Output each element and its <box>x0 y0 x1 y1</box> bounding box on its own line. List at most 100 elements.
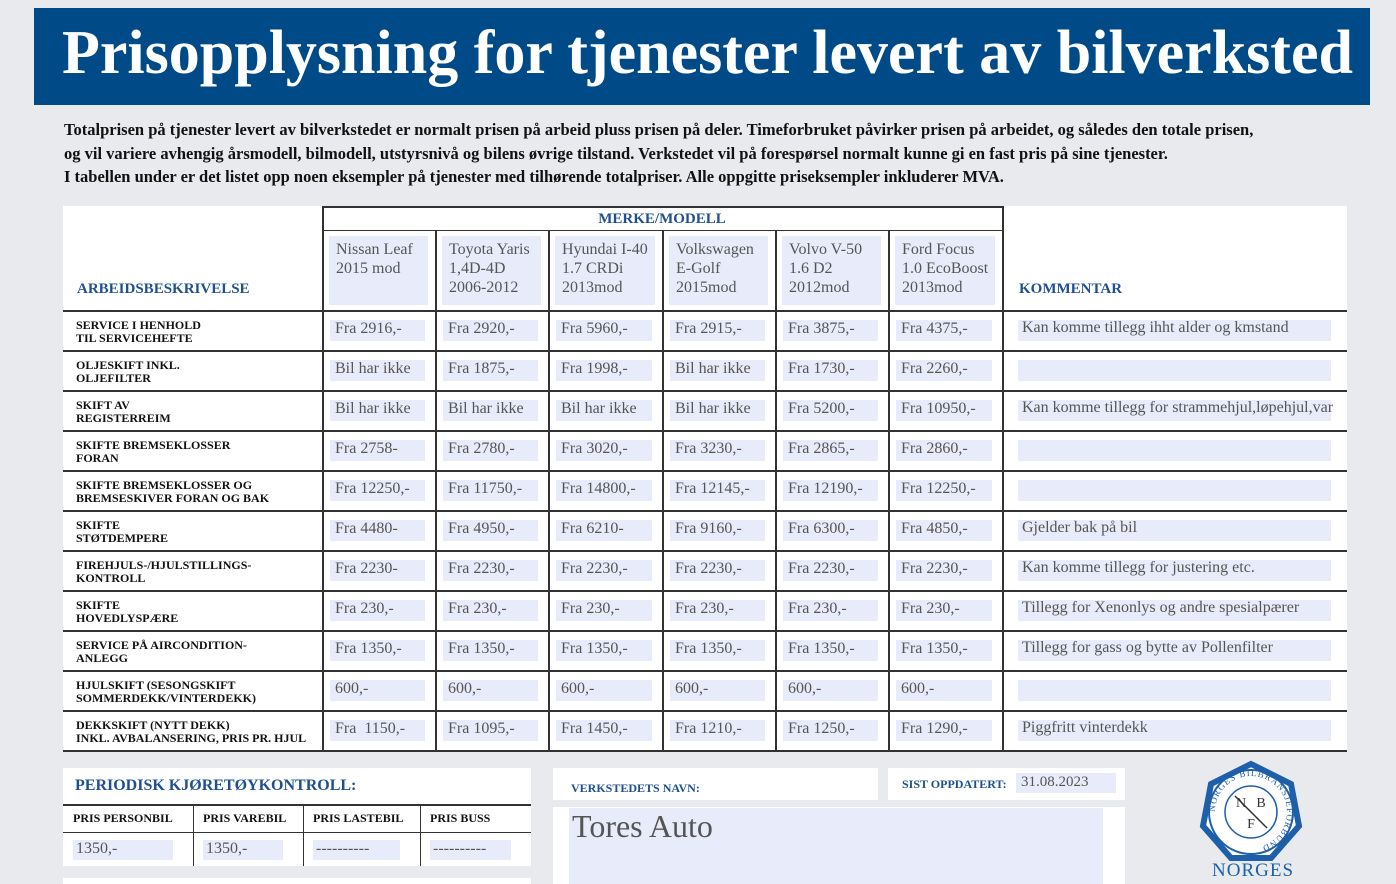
header-band <box>34 8 1370 105</box>
price-field <box>330 640 425 661</box>
price: Fra 2865,- <box>788 440 855 457</box>
price: Bil har ikke <box>448 400 524 417</box>
rule <box>435 230 437 750</box>
price-field <box>330 600 425 621</box>
price: Fra 230,- <box>901 600 960 617</box>
task-label: SKIFT AV <box>76 398 130 412</box>
model-name: 2013mod <box>902 279 963 296</box>
inspection-header: PRIS PERSONBIL <box>73 811 173 825</box>
rule <box>662 230 664 750</box>
task-label: SERVICE PÅ AIRCONDITION- <box>76 638 247 652</box>
rule <box>63 750 1347 752</box>
price-field <box>896 480 992 501</box>
price-field <box>330 720 425 741</box>
workshop-label: VERKSTEDETS NAVN: <box>571 781 700 795</box>
logo-ring <box>1208 769 1294 855</box>
price-field <box>443 640 538 661</box>
comment-header: KOMMENTAR <box>1019 281 1123 297</box>
comment-field <box>1018 440 1331 461</box>
price-field <box>670 480 765 501</box>
inspection-value: ---------- <box>433 840 487 857</box>
comment: Kan komme tillegg for justering etc. <box>1022 559 1255 576</box>
price: Fra 4950,- <box>448 520 515 537</box>
rule <box>548 230 550 750</box>
price-field <box>443 360 538 381</box>
rule <box>63 550 1347 552</box>
price: Fra 3020,- <box>561 440 628 457</box>
price-field <box>443 440 538 461</box>
price: Fra 2916,- <box>335 320 402 337</box>
price-field <box>443 560 538 581</box>
task-label: DEKKSKIFT (NYTT DEKK) <box>76 718 230 732</box>
rule <box>888 230 890 750</box>
price-field <box>783 480 878 501</box>
price: Fra 1730,- <box>788 360 855 377</box>
comment: Kan komme tillegg for strammehjul,løpehj… <box>1022 399 1334 416</box>
price: Fra 11750,- <box>448 480 523 497</box>
price-field <box>896 720 992 741</box>
model-name: 2012mod <box>789 279 850 296</box>
price: Fra 230,- <box>788 600 847 617</box>
price-field <box>896 680 992 701</box>
rule <box>63 804 531 806</box>
model-name: Volvo V-50 <box>789 241 863 258</box>
price-field <box>556 480 652 501</box>
price-field <box>443 320 538 341</box>
price: Bil har ikke <box>335 360 411 377</box>
rule <box>303 804 304 866</box>
price: 600,- <box>788 680 822 697</box>
logo-letter: F <box>1247 817 1255 832</box>
inspection-value: 1350,- <box>76 840 118 857</box>
logo-letter: N <box>1236 796 1246 811</box>
desc-header: ARBEIDSBESKRIVELSE <box>77 281 250 297</box>
price: Bil har ikke <box>675 360 751 377</box>
model-field <box>329 236 428 305</box>
rule <box>63 710 1347 712</box>
price: Fra 2758- <box>335 440 398 457</box>
model-name: Volkswagen <box>676 241 754 258</box>
price: Fra 5960,- <box>561 320 628 337</box>
price-field <box>896 400 992 421</box>
price: Fra 1450,- <box>561 720 628 737</box>
price: Fra 2230,- <box>901 560 968 577</box>
inspection-value: 1350,- <box>206 840 248 857</box>
rule <box>63 390 1347 392</box>
price-field <box>896 320 992 341</box>
price-field <box>783 720 878 741</box>
comment-field <box>1018 320 1331 341</box>
updated-gap <box>878 768 888 800</box>
price-field <box>330 520 425 541</box>
price: Fra 2780,- <box>448 440 515 457</box>
updated-label: SIST OPPDATERT: <box>902 777 1007 791</box>
price-field <box>556 560 652 581</box>
task-label: OLJEFILTER <box>76 371 151 385</box>
model-name: 2015mod <box>676 279 737 296</box>
task-label: SKIFTE <box>76 518 121 532</box>
price-field <box>783 360 878 381</box>
intro-line: Totalprisen på tjenester levert av bilve… <box>64 120 1254 139</box>
task-label: STØTDEMPERE <box>76 531 169 545</box>
price: Fra 1150,- <box>335 720 406 737</box>
task-label: BREMSESKIVER FORAN OG BAK <box>76 491 270 505</box>
model-name: Nissan Leaf <box>336 241 413 258</box>
price-field <box>443 400 538 421</box>
price-field <box>783 680 878 701</box>
price-field <box>556 400 652 421</box>
price: Fra 2915,- <box>675 320 742 337</box>
price-field <box>670 720 765 741</box>
model-name: Hyundai I-40 <box>562 241 648 258</box>
price: Fra 1998,- <box>561 360 628 377</box>
price-field <box>556 680 652 701</box>
task-label: SKIFTE BREMSEKLOSSER OG <box>76 478 253 492</box>
logo-caption: NORGES <box>1212 860 1295 881</box>
task-label: SKIFTE <box>76 598 121 612</box>
rule <box>1002 206 1004 750</box>
rule <box>322 206 1002 208</box>
price-field <box>670 400 765 421</box>
price: Fra 10950,- <box>901 400 976 417</box>
price: Fra 1290,- <box>901 720 968 737</box>
price-field <box>896 520 992 541</box>
price: Fra 1350,- <box>675 640 742 657</box>
logo-letter: B <box>1256 796 1265 811</box>
